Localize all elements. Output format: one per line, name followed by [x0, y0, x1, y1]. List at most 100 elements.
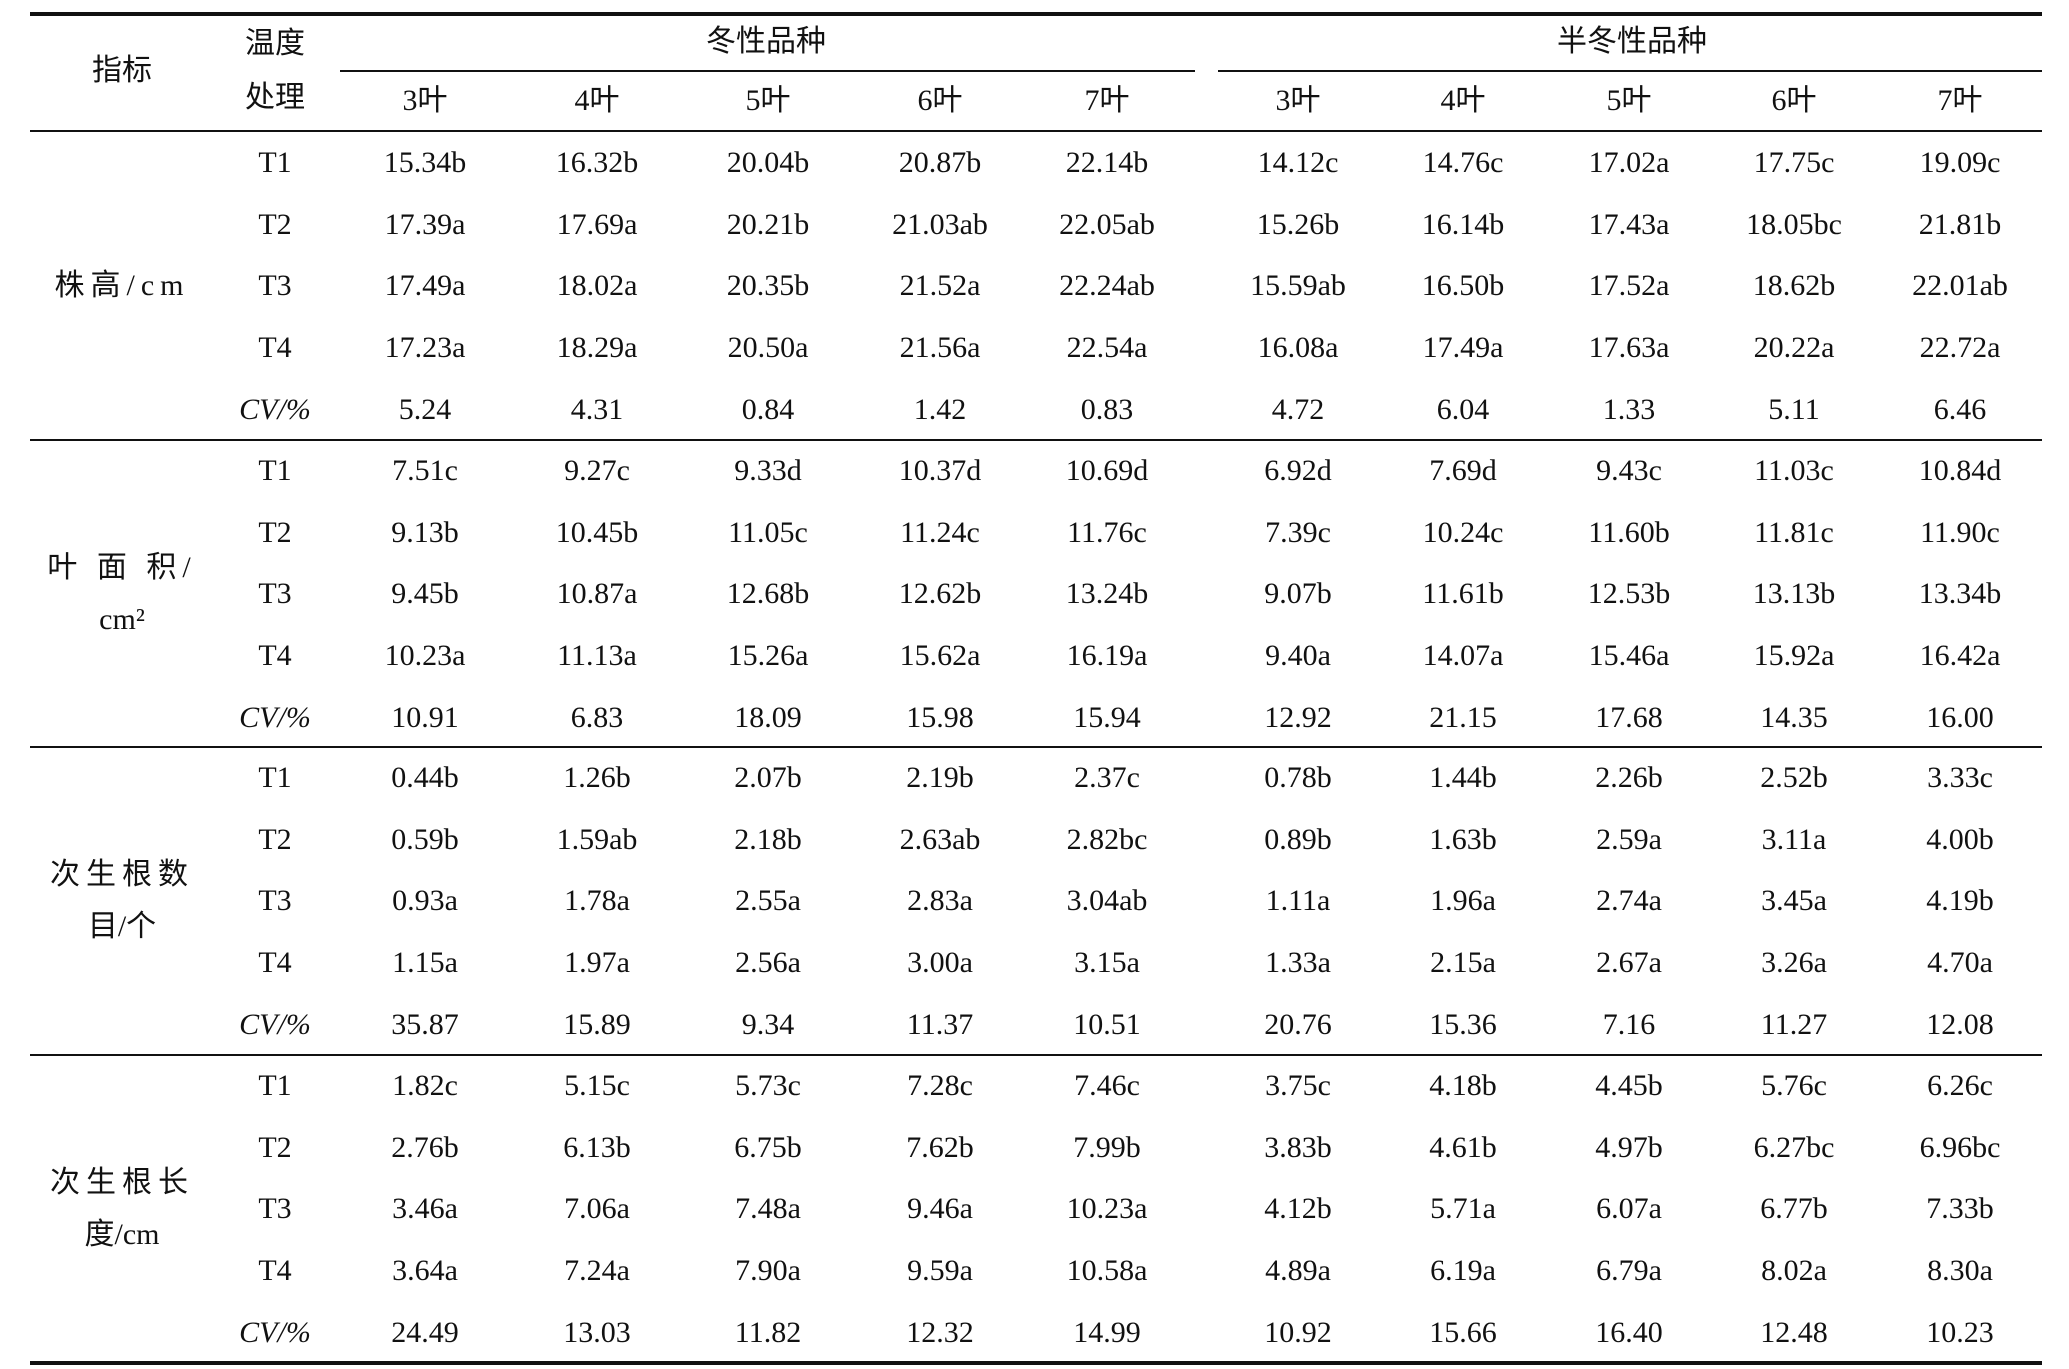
table-cell: 0.59b — [391, 822, 459, 856]
table-cell: 6.75b — [734, 1130, 802, 1164]
table-cell: 22.24ab — [1059, 269, 1155, 303]
metric-label-line: 次生根数 — [50, 858, 194, 892]
table-cell: 15.36 — [1429, 1007, 1497, 1041]
table-cell: 2.82bc — [1066, 822, 1148, 856]
treatment-label: T2 — [258, 1130, 292, 1164]
table-cell: 16.08a — [1257, 331, 1339, 365]
table-cell: 1.42 — [913, 392, 967, 426]
table-cell: 21.56a — [899, 331, 981, 365]
table-cell: 14.76c — [1422, 146, 1504, 179]
table-cell: 1.11a — [1265, 884, 1331, 918]
table-cell: 12.32 — [906, 1315, 974, 1349]
table-cell: 16.50b — [1421, 269, 1505, 303]
treatment-label: T2 — [258, 207, 292, 241]
treatment-label: T4 — [258, 946, 292, 980]
table-cell: 11.05c — [728, 515, 808, 549]
table-cell: 17.43a — [1588, 207, 1670, 241]
treatment-label: T1 — [258, 454, 292, 487]
table-cell: 7.39c — [1265, 515, 1331, 549]
table-cell: 2.83a — [907, 884, 973, 918]
table-cell: 10.23a — [384, 639, 466, 673]
table-cell: 18.02a — [556, 269, 638, 303]
table-cell: 6.13b — [563, 1130, 631, 1164]
table-cell: 6.26c — [1927, 1069, 1993, 1102]
table-cell: 5.73c — [735, 1069, 801, 1102]
table-cell: 16.42a — [1919, 639, 2001, 673]
table-cell: 18.09 — [734, 700, 802, 734]
table-cell: 8.02a — [1761, 1254, 1827, 1288]
table-cell: 12.08 — [1926, 1007, 1994, 1041]
table-cell: 9.13b — [391, 515, 459, 549]
table-cell: 11.76c — [1067, 515, 1147, 549]
table-cell: 4.45b — [1595, 1069, 1663, 1102]
table-cell: 3.45a — [1761, 884, 1827, 918]
table-cell: 1.44b — [1429, 761, 1497, 794]
treatment-label: CV/% — [239, 700, 311, 734]
header-stage: 5叶 — [745, 84, 791, 117]
table-cell: 9.34 — [741, 1007, 795, 1041]
table-cell: 3.00a — [907, 946, 973, 980]
table-cell: 1.63b — [1429, 822, 1497, 856]
table-cell: 2.67a — [1596, 946, 1662, 980]
table-cell: 2.74a — [1596, 884, 1662, 918]
table-cell: 14.07a — [1422, 639, 1504, 673]
table-cell: 2.18b — [734, 822, 802, 856]
table-cell: 5.71a — [1430, 1192, 1496, 1226]
table-cell: 4.89a — [1265, 1254, 1331, 1288]
table-cell: 2.37c — [1074, 761, 1140, 794]
table-cell: 1.33a — [1265, 946, 1331, 980]
table-cell: 3.11a — [1761, 822, 1827, 856]
treatment-label: T1 — [258, 146, 292, 179]
table-cell: 4.12b — [1264, 1192, 1332, 1226]
table-cell: 7.33b — [1926, 1192, 1994, 1226]
table-cell: 18.05bc — [1746, 207, 1842, 241]
treatment-label: T2 — [258, 822, 292, 856]
table-cell: 10.37d — [898, 454, 982, 487]
table-cell: 12.68b — [726, 577, 810, 611]
table-cell: 9.59a — [907, 1254, 973, 1288]
table-cell: 11.24c — [900, 515, 980, 549]
table-cell: 21.03ab — [892, 207, 988, 241]
header-stage: 7叶 — [1084, 84, 1130, 117]
table-cell: 2.76b — [391, 1130, 459, 1164]
table-cell: 10.84d — [1918, 454, 2002, 487]
table-cell: 19.09c — [1919, 146, 2001, 179]
table-cell: 5.76c — [1761, 1069, 1827, 1102]
header-temp-line1: 温度 — [245, 27, 305, 60]
table-cell: 7.16 — [1602, 1007, 1656, 1041]
table-cell: 2.15a — [1430, 946, 1496, 980]
table-cell: 4.61b — [1429, 1130, 1497, 1164]
table-cell: 21.52a — [899, 269, 981, 303]
table-cell: 11.60b — [1588, 515, 1670, 549]
metric-label: 叶 面 积/cm² — [47, 542, 196, 646]
table-cell: 7.06a — [564, 1192, 630, 1226]
header-stage: 3叶 — [402, 84, 448, 117]
table-cell: 9.45b — [391, 577, 459, 611]
treatment-label: T1 — [258, 1069, 292, 1102]
table-cell: 18.62b — [1752, 269, 1836, 303]
table-cell: 17.75c — [1753, 146, 1835, 179]
table-cell: 0.44b — [391, 761, 459, 794]
table-cell: 11.03c — [1754, 454, 1834, 487]
table-cell: 22.01ab — [1912, 269, 2008, 303]
table-cell: 7.62b — [906, 1130, 974, 1164]
table-cell: 0.84 — [741, 392, 795, 426]
table-cell: 11.81c — [1754, 515, 1834, 549]
table-cell: 10.23 — [1926, 1315, 1994, 1349]
table-cell: 15.66 — [1429, 1315, 1497, 1349]
table-cell: 10.51 — [1073, 1007, 1141, 1041]
section-rule-3 — [30, 1054, 2042, 1056]
table-cell: 11.61b — [1422, 577, 1504, 611]
table-cell: 15.59ab — [1250, 269, 1346, 303]
table-cell: 2.59a — [1596, 822, 1662, 856]
table-cell: 2.56a — [735, 946, 801, 980]
table-cell: 7.90a — [735, 1254, 801, 1288]
header-stage: 5叶 — [1606, 84, 1652, 117]
table-cell: 10.87a — [556, 577, 638, 611]
table-cell: 21.15 — [1429, 700, 1497, 734]
table-cell: 9.46a — [907, 1192, 973, 1226]
table-cell: 1.33 — [1602, 392, 1656, 426]
table-cell: 6.04 — [1436, 392, 1490, 426]
treatment-label: CV/% — [239, 1315, 311, 1349]
table-cell: 17.63a — [1588, 331, 1670, 365]
